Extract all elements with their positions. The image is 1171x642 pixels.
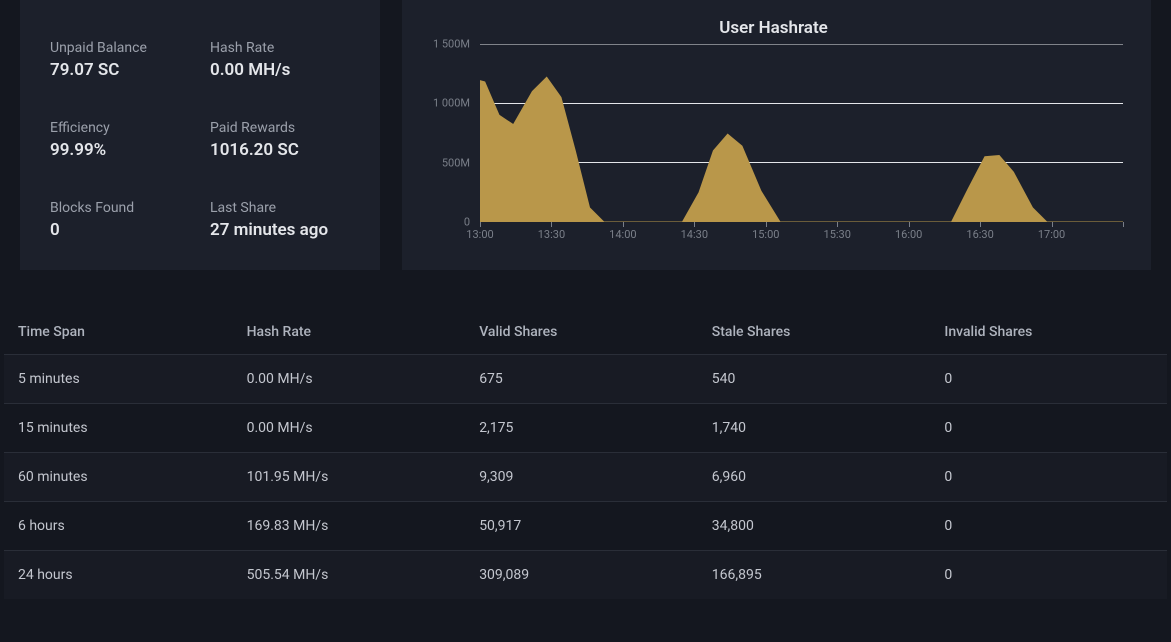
stat-label: Hash Rate xyxy=(210,40,350,56)
table-cell: 0 xyxy=(934,502,1167,551)
chart-y-tick: 500M xyxy=(442,156,470,169)
table-cell: 9,309 xyxy=(469,453,702,502)
table-row: 5 minutes0.00 MH/s6755400 xyxy=(4,355,1167,404)
stat-value: 0.00 MH/s xyxy=(210,60,350,80)
chart-y-tick: 0 xyxy=(464,216,470,229)
chart-y-tick: 1 000M xyxy=(433,97,470,110)
table-cell: 0 xyxy=(934,404,1167,453)
table-cell: 0 xyxy=(934,355,1167,404)
chart-x-tick: 14:00 xyxy=(609,228,636,241)
table-cell: 101.95 MH/s xyxy=(237,453,470,502)
chart-plot xyxy=(480,44,1123,222)
stats-card: Unpaid Balance 79.07 SC Hash Rate 0.00 M… xyxy=(20,0,380,270)
stat-efficiency: Efficiency 99.99% xyxy=(50,120,190,160)
stat-label: Efficiency xyxy=(50,120,190,136)
table-cell: 505.54 MH/s xyxy=(237,551,470,600)
chart-x-axis: 13:0013:3014:0014:3015:0015:3016:0016:30… xyxy=(480,224,1123,244)
shares-table: Time SpanHash RateValid SharesStale Shar… xyxy=(4,310,1167,599)
table-cell: 2,175 xyxy=(469,404,702,453)
table-header: Hash Rate xyxy=(237,310,470,355)
chart-x-tick: 13:30 xyxy=(538,228,565,241)
table-header: Time Span xyxy=(4,310,237,355)
stat-paid-rewards: Paid Rewards 1016.20 SC xyxy=(210,120,350,160)
chart-x-tick: 13:00 xyxy=(466,228,493,241)
stat-label: Last Share xyxy=(210,200,350,216)
chart-title: User Hashrate xyxy=(424,18,1123,38)
table-row: 60 minutes101.95 MH/s9,3096,9600 xyxy=(4,453,1167,502)
stat-value: 99.99% xyxy=(50,140,190,160)
table-cell: 24 hours xyxy=(4,551,237,600)
stat-label: Unpaid Balance xyxy=(50,40,190,56)
table-cell: 309,089 xyxy=(469,551,702,600)
table-header: Valid Shares xyxy=(469,310,702,355)
hashrate-chart-card: User Hashrate 0 500M 1 000M 1 500M 13:00 13:… xyxy=(402,0,1151,270)
chart-x-tick: 15:30 xyxy=(824,228,851,241)
table-cell: 1,740 xyxy=(702,404,935,453)
stat-value: 0 xyxy=(50,220,190,240)
chart-area: 0500M1 000M1 500M 13:0013:3014:0014:3015… xyxy=(480,44,1123,244)
chart-x-tick: 15:00 xyxy=(752,228,779,241)
stat-hash-rate: Hash Rate 0.00 MH/s xyxy=(210,40,350,80)
table-row: 24 hours505.54 MH/s309,089166,8950 xyxy=(4,551,1167,600)
stat-unpaid-balance: Unpaid Balance 79.07 SC xyxy=(50,40,190,80)
table-cell: 50,917 xyxy=(469,502,702,551)
stat-label: Paid Rewards xyxy=(210,120,350,136)
chart-x-tick: 17:00 xyxy=(1038,228,1065,241)
stat-value: 1016.20 SC xyxy=(210,140,350,160)
shares-table-wrap: Time SpanHash RateValid SharesStale Shar… xyxy=(0,310,1171,599)
table-cell: 0 xyxy=(934,551,1167,600)
table-cell: 34,800 xyxy=(702,502,935,551)
stat-value: 79.07 SC xyxy=(50,60,190,80)
chart-x-tick: 16:00 xyxy=(895,228,922,241)
table-cell: 15 minutes xyxy=(4,404,237,453)
stat-blocks-found: Blocks Found 0 xyxy=(50,200,190,240)
table-cell: 6 hours xyxy=(4,502,237,551)
table-cell: 166,895 xyxy=(702,551,935,600)
table-cell: 0.00 MH/s xyxy=(237,404,470,453)
stat-label: Blocks Found xyxy=(50,200,190,216)
chart-y-tick: 1 500M xyxy=(433,38,470,51)
stat-value: 27 minutes ago xyxy=(210,220,350,240)
table-row: 15 minutes0.00 MH/s2,1751,7400 xyxy=(4,404,1167,453)
chart-x-tick: 16:30 xyxy=(966,228,993,241)
table-header: Invalid Shares xyxy=(934,310,1167,355)
table-row: 6 hours169.83 MH/s50,91734,8000 xyxy=(4,502,1167,551)
table-cell: 60 minutes xyxy=(4,453,237,502)
table-cell: 540 xyxy=(702,355,935,404)
table-cell: 0 xyxy=(934,453,1167,502)
table-cell: 5 minutes xyxy=(4,355,237,404)
chart-x-tick: 14:30 xyxy=(681,228,708,241)
table-cell: 675 xyxy=(469,355,702,404)
stat-last-share: Last Share 27 minutes ago xyxy=(210,200,350,240)
table-cell: 169.83 MH/s xyxy=(237,502,470,551)
table-cell: 0.00 MH/s xyxy=(237,355,470,404)
table-header: Stale Shares xyxy=(702,310,935,355)
chart-y-axis: 0500M1 000M1 500M xyxy=(424,44,476,222)
table-cell: 6,960 xyxy=(702,453,935,502)
